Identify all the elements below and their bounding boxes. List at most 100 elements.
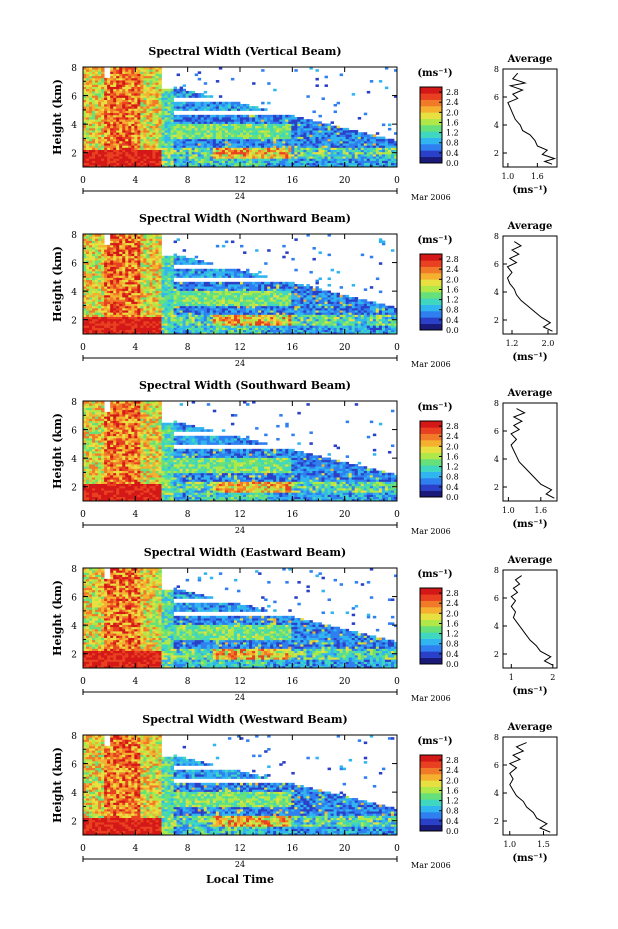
heatmap-cell [101, 82, 105, 85]
heatmap-cell [221, 114, 226, 118]
heatmap-cell [116, 130, 120, 133]
heatmap-cell [101, 114, 105, 118]
heatmap-cell [152, 145, 156, 148]
heatmap-cell [122, 121, 126, 124]
heatmap-cell [125, 101, 129, 105]
heatmap-cell [95, 86, 99, 90]
heatmap-cell [122, 114, 126, 118]
heatmap-cell [140, 112, 144, 116]
heatmap-cell [137, 75, 141, 79]
heatmap-cell [89, 140, 93, 144]
heatmap-cell [86, 143, 90, 146]
heatmap-cell [104, 149, 108, 153]
heatmap-cell [95, 138, 99, 142]
heatmap-cell [131, 149, 135, 153]
heatmap-cell [83, 103, 87, 107]
heatmap-cell [155, 88, 159, 92]
heatmap-cell [215, 114, 220, 118]
heatmap-cell [149, 123, 153, 127]
heatmap-cell [161, 136, 165, 140]
heatmap-cell [246, 103, 250, 107]
heatmap-cell [98, 88, 102, 92]
heatmap-cell [89, 158, 93, 161]
heatmap-cell [113, 103, 117, 107]
heatmap-cell [306, 95, 310, 98]
heatmap-cell [134, 125, 138, 129]
heatmap-cell [294, 117, 298, 120]
heatmap-cell [179, 268, 184, 272]
heatmap-cell [104, 125, 108, 129]
heatmap-cell [86, 110, 90, 114]
heatmap-cell [158, 151, 162, 155]
heatmap-cell [128, 93, 132, 96]
heatmap-cell [119, 149, 123, 153]
heatmap-cell [89, 82, 93, 85]
heatmap-cell [249, 114, 253, 118]
heatmap-cell [110, 106, 114, 109]
heatmap-cell [86, 156, 90, 159]
heatmap-cell [137, 130, 141, 133]
heatmap-cell [255, 106, 259, 109]
heatmap-cell [149, 151, 153, 155]
heatmap-cell [83, 95, 87, 98]
heatmap-cell [107, 162, 111, 166]
heatmap-cell [104, 132, 108, 135]
heatmap-cell [92, 67, 96, 70]
heatmap-cell [143, 103, 147, 107]
heatmap-cell [101, 106, 105, 109]
heatmap-cell [101, 95, 105, 98]
heatmap-cell [149, 67, 153, 70]
heatmap-cell [152, 119, 156, 122]
heatmap-cell [110, 82, 114, 85]
heatmap-cell [194, 101, 199, 105]
heatmap-cell [104, 127, 108, 131]
heatmap-cell [128, 136, 132, 140]
heatmap-cell [140, 130, 144, 133]
heatmap-cell [152, 82, 156, 85]
heatmap-cell [110, 143, 114, 146]
heatmap-cell [116, 156, 120, 159]
heatmap-cell [98, 77, 102, 81]
heatmap-cell [95, 108, 99, 111]
heatmap-cell [137, 121, 141, 124]
heatmap-cell [152, 90, 156, 94]
heatmap-cell [89, 138, 93, 142]
heatmap-cell [173, 253, 177, 257]
heatmap-cell [194, 268, 199, 272]
average-x-label: (ms⁻¹) [512, 185, 547, 196]
heatmap-cell [122, 134, 126, 137]
heatmap-cell [95, 77, 99, 81]
heatmap-cell [122, 103, 126, 107]
heatmap-cell [155, 151, 159, 155]
heatmap-cell [158, 114, 162, 118]
heatmap-cell [107, 114, 111, 118]
heatmap-cell [137, 156, 141, 159]
heatmap-cell [89, 99, 93, 103]
heatmap-cell [188, 90, 193, 94]
heatmap-cell [152, 160, 156, 164]
heatmap-cell [116, 134, 120, 137]
heatmap-cell [107, 136, 111, 140]
heatmap-cell [101, 140, 105, 144]
heatmap-cell [113, 138, 117, 142]
heatmap-cell [125, 69, 129, 72]
heatmap-cell [83, 84, 87, 87]
heatmap-cell [137, 132, 141, 135]
heatmap-cell [101, 67, 105, 70]
heatmap-cell [131, 95, 135, 98]
heatmap-cell [143, 138, 147, 142]
heatmap-cell [131, 153, 135, 157]
heatmap-cell [152, 140, 156, 144]
heatmap-cell [89, 71, 93, 74]
heatmap-cell [119, 125, 123, 129]
heatmap-cell [236, 101, 241, 105]
heatmap-cell [209, 101, 214, 105]
heatmap-cell [98, 90, 102, 94]
heatmap-cell [206, 114, 211, 118]
heatmap-cell [89, 123, 93, 127]
x-tick-label: 8 [185, 176, 191, 186]
heatmap-cell [360, 132, 365, 135]
heatmap-cell [104, 112, 108, 116]
heatmap-cell [101, 69, 105, 72]
heatmap-cell [137, 80, 141, 83]
